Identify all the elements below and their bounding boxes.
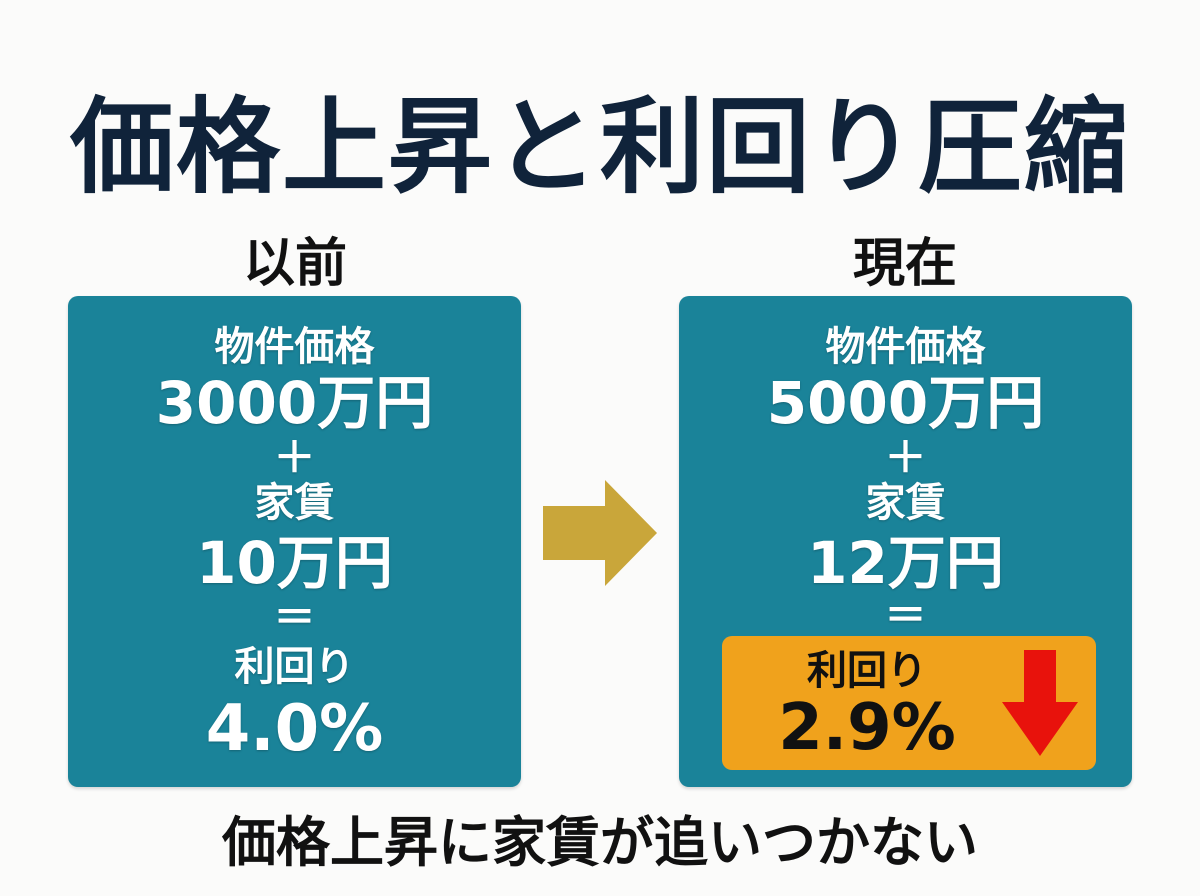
plus-sign: ＋ bbox=[884, 433, 927, 482]
arrow-down-icon bbox=[1002, 650, 1078, 756]
yield-label: 利回り bbox=[807, 648, 927, 694]
price-value: 3000万円 bbox=[155, 369, 434, 437]
yield-label: 利回り bbox=[234, 644, 355, 690]
price-label: 物件価格 bbox=[214, 324, 375, 370]
equals-sign: ＝ bbox=[273, 593, 316, 642]
price-label: 物件価格 bbox=[825, 324, 986, 370]
plus-sign: ＋ bbox=[273, 433, 316, 482]
price-value: 5000万円 bbox=[766, 369, 1045, 437]
yield-highlight: 利回り 2.9% bbox=[722, 636, 1096, 770]
caption: 価格上昇に家賃が追いつかない bbox=[222, 811, 978, 874]
yield-value: 2.9% bbox=[778, 691, 956, 765]
yield-value: 4.0% bbox=[205, 692, 384, 766]
rent-value: 12万円 bbox=[807, 529, 1004, 597]
before-panel: 物件価格 3000万円 ＋ 家賃 10万円 ＝ 利回り 4.0% bbox=[68, 296, 521, 787]
page-title: 価格上昇と利回り圧縮 bbox=[69, 86, 1130, 208]
rent-value: 10万円 bbox=[196, 529, 393, 597]
equals-sign: ＝ bbox=[884, 591, 927, 640]
rent-label: 家賃 bbox=[254, 480, 335, 526]
arrow-right-icon bbox=[543, 480, 657, 586]
before-heading: 以前 bbox=[242, 234, 347, 294]
after-panel: 物件価格 5000万円 ＋ 家賃 12万円 ＝ 利回り 2.9% bbox=[679, 296, 1132, 787]
after-heading: 現在 bbox=[852, 234, 957, 294]
rent-label: 家賃 bbox=[865, 480, 946, 526]
